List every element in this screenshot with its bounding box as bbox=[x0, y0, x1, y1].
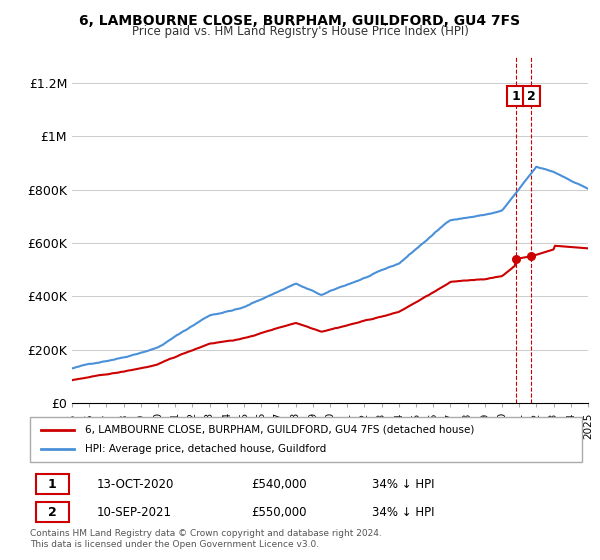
Text: 34% ↓ HPI: 34% ↓ HPI bbox=[372, 478, 435, 491]
Text: 1: 1 bbox=[511, 90, 520, 102]
Text: 6, LAMBOURNE CLOSE, BURPHAM, GUILDFORD, GU4 7FS (detached house): 6, LAMBOURNE CLOSE, BURPHAM, GUILDFORD, … bbox=[85, 424, 475, 435]
Point bbox=[527, 252, 536, 261]
Text: Price paid vs. HM Land Registry's House Price Index (HPI): Price paid vs. HM Land Registry's House … bbox=[131, 25, 469, 38]
Text: 1: 1 bbox=[48, 478, 56, 491]
Text: 2: 2 bbox=[527, 90, 536, 102]
FancyBboxPatch shape bbox=[35, 474, 68, 494]
FancyBboxPatch shape bbox=[35, 502, 68, 522]
Text: Contains HM Land Registry data © Crown copyright and database right 2024.
This d: Contains HM Land Registry data © Crown c… bbox=[30, 529, 382, 549]
Point bbox=[511, 254, 520, 263]
Text: 34% ↓ HPI: 34% ↓ HPI bbox=[372, 506, 435, 519]
Text: £540,000: £540,000 bbox=[251, 478, 307, 491]
Text: 13-OCT-2020: 13-OCT-2020 bbox=[96, 478, 173, 491]
Text: £550,000: £550,000 bbox=[251, 506, 307, 519]
Text: 6, LAMBOURNE CLOSE, BURPHAM, GUILDFORD, GU4 7FS: 6, LAMBOURNE CLOSE, BURPHAM, GUILDFORD, … bbox=[79, 14, 521, 28]
Text: HPI: Average price, detached house, Guildford: HPI: Average price, detached house, Guil… bbox=[85, 445, 326, 455]
Text: 10-SEP-2021: 10-SEP-2021 bbox=[96, 506, 171, 519]
Text: 2: 2 bbox=[48, 506, 56, 519]
FancyBboxPatch shape bbox=[30, 417, 582, 462]
